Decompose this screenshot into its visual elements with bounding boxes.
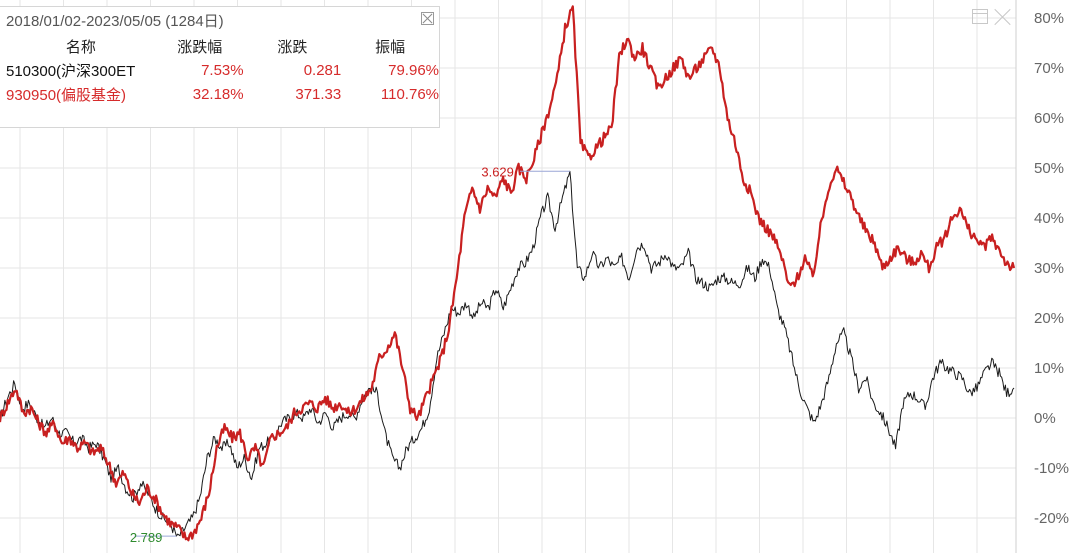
y-axis-ticks: -20% -10% 0% 10% 20% 30% 40% 50% 60% 70% 80% (1034, 10, 1069, 527)
legend-table: 名称 涨跌幅 涨跌 振幅 510300(沪深300ET 7.53% 0.281 … (0, 34, 439, 106)
y-tick-label: -10% (1034, 460, 1069, 477)
y-tick-label: 40% (1034, 210, 1064, 227)
period-high-label: 3.629 (481, 164, 514, 179)
series-change-pct: 7.53% (201, 61, 244, 79)
y-tick-label: 50% (1034, 160, 1064, 177)
y-tick-label: 70% (1034, 60, 1064, 77)
annotation-layer: 3.629 2.789 (130, 164, 570, 545)
legend-header-row: 名称 涨跌幅 涨跌 振幅 (0, 34, 439, 58)
header-change-pct: 涨跌幅 (177, 38, 223, 56)
header-amplitude: 振幅 (375, 38, 406, 56)
header-name: 名称 (65, 38, 96, 56)
window-close-icon[interactable] (994, 8, 1012, 26)
y-tick-label: -20% (1034, 510, 1069, 527)
y-tick-label: 0% (1034, 410, 1056, 427)
series-amplitude: 79.96% (388, 61, 439, 79)
date-range-label: 2018/01/02-2023/05/05 (1284日) (6, 13, 224, 30)
series-change-pct: 32.18% (192, 85, 244, 103)
series-change: 0.281 (303, 61, 342, 79)
legend-row[interactable]: 930950(偏股基金) 32.18% 371.33 110.76% (0, 82, 439, 106)
period-low-label: 2.789 (130, 530, 163, 545)
window-controls (972, 8, 1016, 26)
series-amplitude: 110.76% (380, 85, 439, 103)
y-tick-label: 60% (1034, 110, 1064, 127)
series-name: 930950(偏股基金) (6, 86, 127, 104)
y-tick-label: 10% (1034, 360, 1064, 377)
series-name: 510300(沪深300ET (6, 62, 136, 80)
legend-panel: 2018/01/02-2023/05/05 (1284日) 名称 涨跌幅 涨跌 … (0, 6, 440, 128)
series-change: 371.33 (295, 85, 342, 103)
legend-row[interactable]: 510300(沪深300ET 7.53% 0.281 79.96% (0, 58, 439, 82)
series-930950-line (0, 5, 1016, 542)
y-tick-label: 80% (1034, 10, 1064, 27)
restore-icon[interactable] (972, 9, 988, 24)
header-change: 涨跌 (277, 38, 308, 56)
close-icon[interactable] (421, 12, 434, 25)
series-layer (0, 5, 1016, 542)
y-tick-label: 20% (1034, 310, 1064, 327)
y-tick-label: 30% (1034, 260, 1064, 277)
